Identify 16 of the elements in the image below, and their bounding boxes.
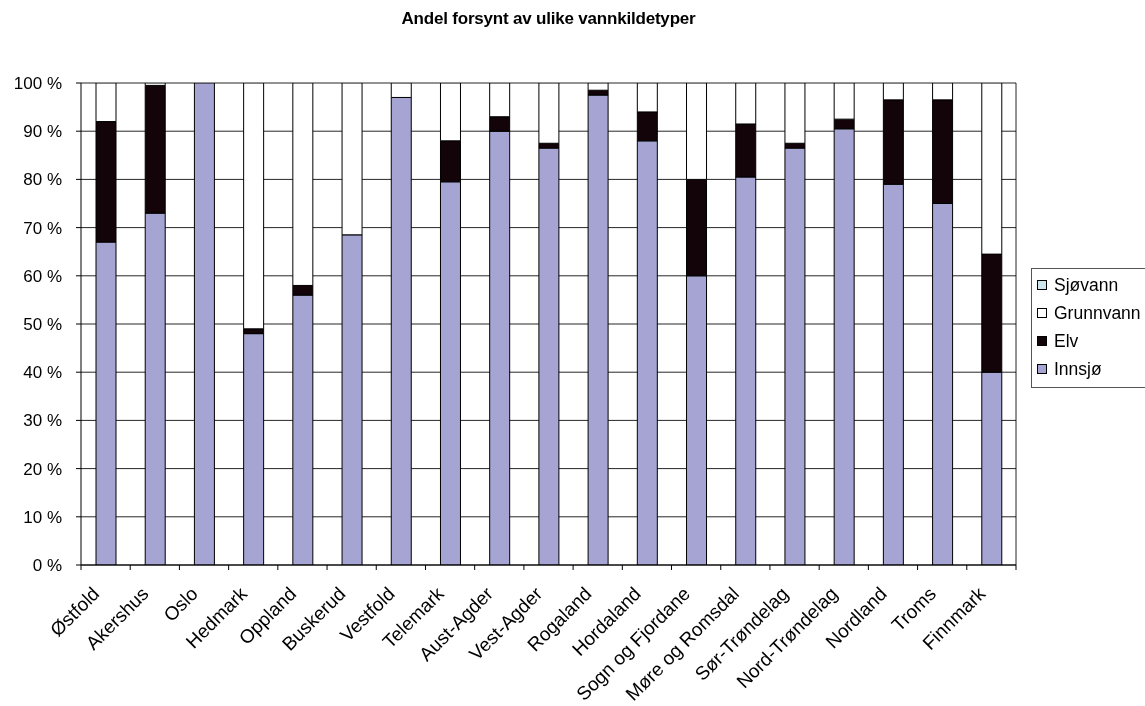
y-tick-label: 10 % xyxy=(23,507,62,527)
chart-title: Andel forsynt av ulike vannkildetyper xyxy=(400,9,697,29)
y-tick-label: 90 % xyxy=(23,122,62,142)
legend-label: Elv xyxy=(1054,330,1079,352)
legend-label: Innsjø xyxy=(1054,358,1102,380)
y-tick-label: 80 % xyxy=(23,170,62,190)
y-tick-label: 100 % xyxy=(13,74,62,94)
legend-label: Grunnvann xyxy=(1054,302,1141,324)
y-tick-label: 20 % xyxy=(23,459,62,479)
y-tick-label: 70 % xyxy=(23,218,62,238)
y-tick-label: 30 % xyxy=(23,411,62,431)
y-tick-label: 60 % xyxy=(23,266,62,286)
legend-label: Sjøvann xyxy=(1054,274,1119,296)
y-tick-label: 50 % xyxy=(23,315,62,335)
y-tick-label: 0 % xyxy=(32,556,62,576)
y-tick-label: 40 % xyxy=(23,363,62,383)
